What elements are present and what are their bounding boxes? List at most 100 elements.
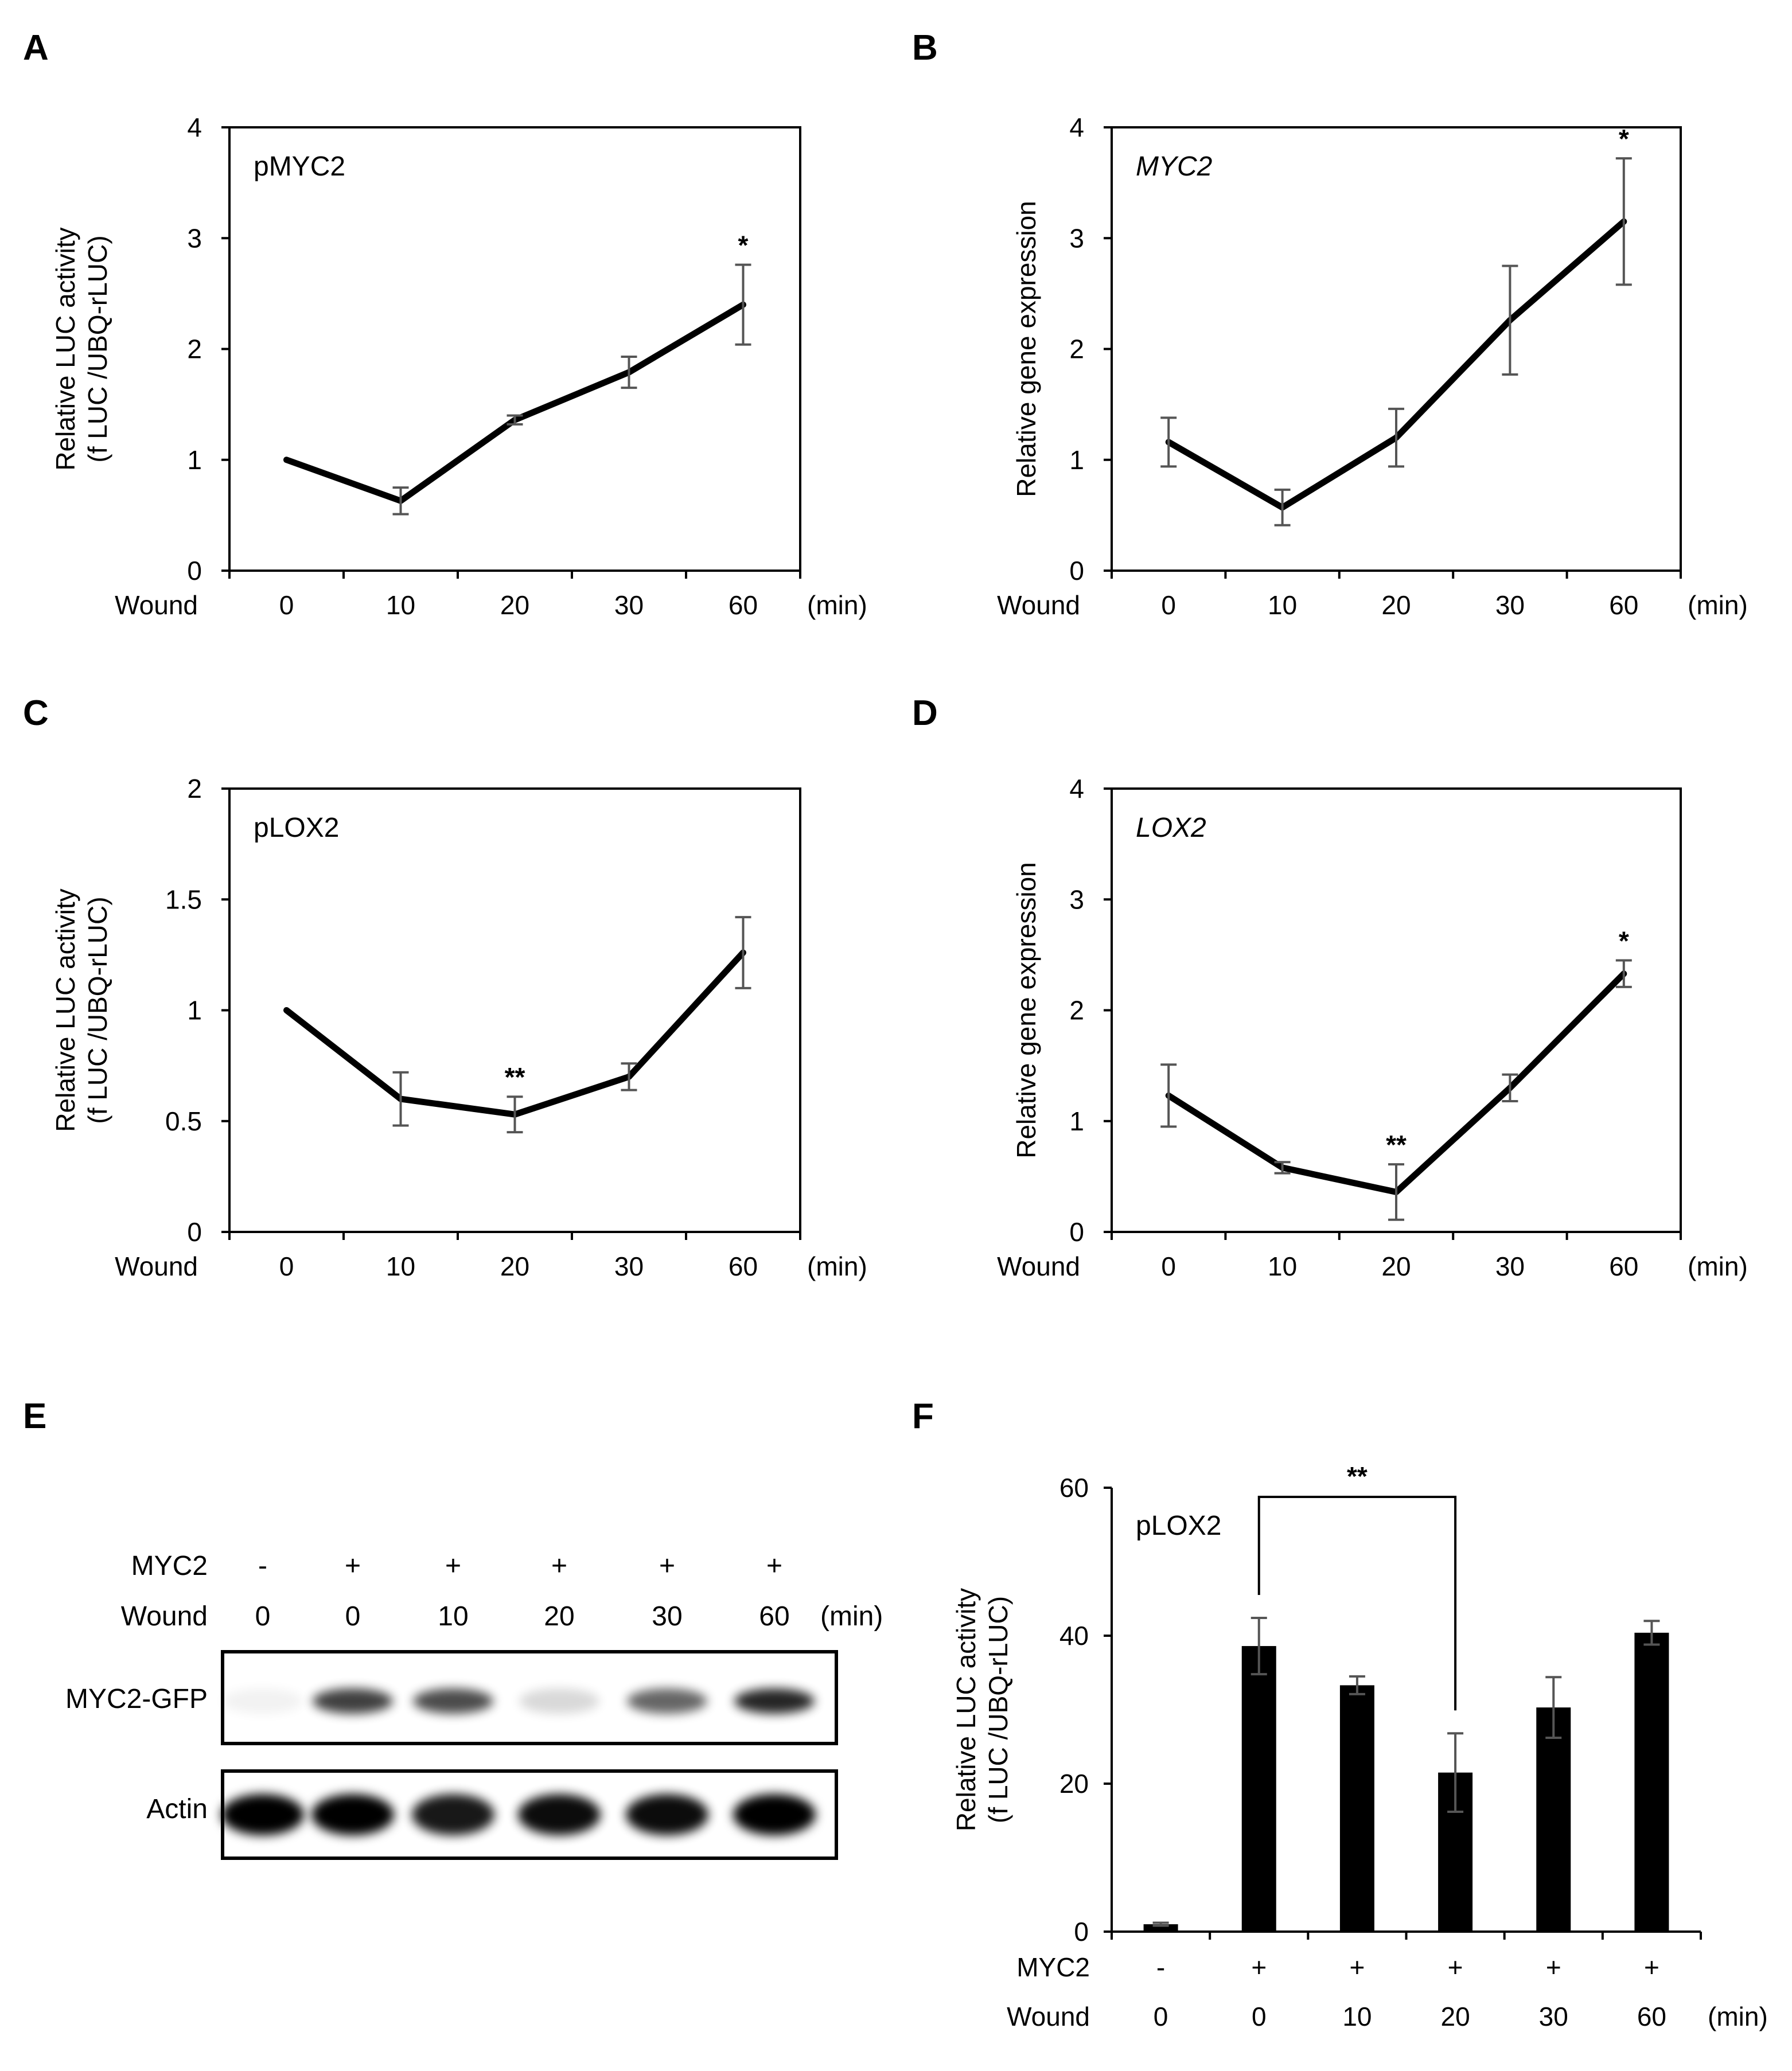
x-tick-label: 30	[614, 590, 644, 620]
blot-wound-lane-label: 20	[544, 1601, 574, 1632]
chart-panel-b: 0 1 2 3 4 0 10 20 30 60 Wound (min) Relative gene ex…	[997, 112, 1748, 620]
blot-myc2-lane-label: +	[445, 1551, 461, 1581]
blot-lane-labels: - + + + + +0 0 10 20 30 60	[255, 1551, 790, 1632]
actin-band	[412, 1794, 494, 1835]
wound-row-label: Wound	[1007, 2002, 1090, 2031]
band-label-actin: Actin	[146, 1794, 208, 1824]
y-axis-title-line: Relative LUC activity	[951, 1588, 981, 1831]
x-unit-label: (min)	[1688, 1251, 1748, 1281]
y-tick-label: 4	[1069, 112, 1084, 142]
x-unit-label: (min)	[1708, 2002, 1768, 2031]
myc2-presence-label: +	[1546, 1952, 1561, 1982]
panel-letter-e: E	[23, 1397, 46, 1436]
wound-time-label: 0	[1252, 2002, 1267, 2031]
y-tick-label: 20	[1059, 1769, 1089, 1799]
myc2-gfp-band	[313, 1688, 393, 1714]
bar	[1339, 1685, 1374, 1932]
gene-annotation: MYC2	[1136, 151, 1212, 182]
blot-myc2-lane-label: +	[345, 1551, 361, 1581]
bands-actin	[221, 1794, 816, 1835]
significance-mark: *	[738, 231, 749, 260]
x-tick-label: 10	[386, 590, 415, 620]
blot-unit-label: (min)	[820, 1601, 883, 1632]
blot-wound-row-label: Wound	[121, 1601, 208, 1632]
x-tick-label: 0	[279, 590, 294, 620]
gene-annotation: pLOX2	[254, 813, 339, 843]
y-tick-label: 3	[1069, 884, 1084, 914]
y-tick-label: 2	[187, 774, 202, 804]
significance-bracket	[1257, 1496, 1457, 1711]
y-tick-label: 3	[1069, 223, 1084, 253]
myc2-presence-label: -	[1156, 1952, 1165, 1982]
series-line	[283, 301, 746, 504]
x-unit-label: (min)	[1688, 590, 1748, 620]
chart-panel-a: 0 1 2 3 4 0 10 20 30 60 Wound (min) Relative LUC act…	[50, 112, 867, 620]
blot-myc2-lane-label: -	[258, 1551, 267, 1581]
x-tick-label: 10	[386, 1251, 415, 1281]
x-tick-label: 60	[1609, 1251, 1638, 1281]
bar	[1536, 1707, 1571, 1932]
wound-row-label: Wound	[115, 590, 198, 620]
y-tick-label: 1	[1069, 1106, 1084, 1136]
wound-row-label: Wound	[997, 590, 1080, 620]
myc2-gfp-band	[223, 1688, 303, 1714]
y-axis-title-line: Relative gene expression	[1011, 201, 1041, 497]
myc2-gfp-band	[413, 1688, 493, 1714]
band-label-myc2-gfp: MYC2-GFP	[65, 1684, 208, 1714]
x-tick-label: 60	[729, 590, 758, 620]
x-tick-label: 0	[279, 1251, 294, 1281]
y-tick-label: 2	[187, 334, 202, 364]
blot-myc2-lane-label: +	[659, 1551, 675, 1581]
y-axis-title-line: (f LUC /UBQ-rLUC)	[83, 235, 112, 462]
y-tick-label: 3	[187, 223, 202, 253]
wound-row-label: Wound	[997, 1251, 1080, 1281]
y-tick-label: 4	[1069, 774, 1084, 804]
x-tick-label: 60	[1609, 590, 1638, 620]
wound-time-label: 20	[1440, 2002, 1470, 2031]
significance-mark: *	[1619, 124, 1629, 154]
plot-frame	[228, 787, 801, 1233]
y-axis-title-line: (f LUC /UBQ-rLUC)	[983, 1596, 1013, 1823]
x-unit-label: (min)	[807, 590, 867, 620]
myc2-gfp-band	[627, 1688, 707, 1714]
blot-myc2-row-label: MYC2	[131, 1551, 208, 1581]
myc2-presence-label: +	[1644, 1952, 1659, 1982]
chart-panel-f: 0 20 40 60 Relative LUC activity(f LUC /UBQ-…	[951, 1461, 1768, 2031]
wound-time-label: 30	[1539, 2002, 1568, 2031]
blot-wound-lane-label: 60	[759, 1601, 789, 1632]
bar	[1143, 1924, 1178, 1932]
x-tick-label: 10	[1268, 1251, 1297, 1281]
x-tick-label: 30	[614, 1251, 644, 1281]
y-tick-label: 1.5	[165, 884, 202, 914]
significance-mark: **	[1347, 1461, 1368, 1491]
y-axis-title: Relative gene expression	[1011, 862, 1041, 1159]
blot-wound-lane-label: 0	[345, 1601, 361, 1632]
x-tick-label: 60	[729, 1251, 758, 1281]
actin-band	[733, 1794, 816, 1835]
y-axis-title: Relative LUC activity(f LUC /UBQ-rLUC)	[50, 888, 112, 1132]
chart-panel-d: 0 1 2 3 4 0 10 20 30 60 Wound (min) Relative gene ex…	[997, 774, 1748, 1281]
y-axis-title: Relative LUC activity(f LUC /UBQ-rLUC)	[50, 227, 112, 470]
blot-myc2-lane-label: +	[551, 1551, 567, 1581]
myc2-presence-label: +	[1251, 1952, 1267, 1982]
myc2-gfp-band	[519, 1688, 599, 1714]
panel-letter-d: D	[912, 693, 938, 733]
actin-band	[626, 1794, 708, 1835]
panel-letter-b: B	[912, 28, 938, 68]
y-tick-label: 40	[1059, 1621, 1089, 1651]
y-tick-label: 2	[1069, 996, 1084, 1025]
y-axis-title: Relative LUC activity(f LUC /UBQ-rLUC)	[951, 1588, 1013, 1831]
gene-annotation: LOX2	[1136, 813, 1206, 843]
plot-frame	[228, 126, 801, 572]
blot-myc2-lane-label: +	[766, 1551, 782, 1581]
y-tick-label: 0	[1069, 1217, 1084, 1247]
myc2-presence-label: +	[1448, 1952, 1463, 1982]
y-tick-label: 2	[1069, 334, 1084, 364]
bar	[1634, 1632, 1669, 1932]
x-tick-label: 30	[1495, 1251, 1525, 1281]
y-tick-label: 1	[1069, 445, 1084, 475]
myc2-gfp-band	[734, 1688, 815, 1714]
y-axis-title-line: Relative gene expression	[1011, 862, 1041, 1159]
